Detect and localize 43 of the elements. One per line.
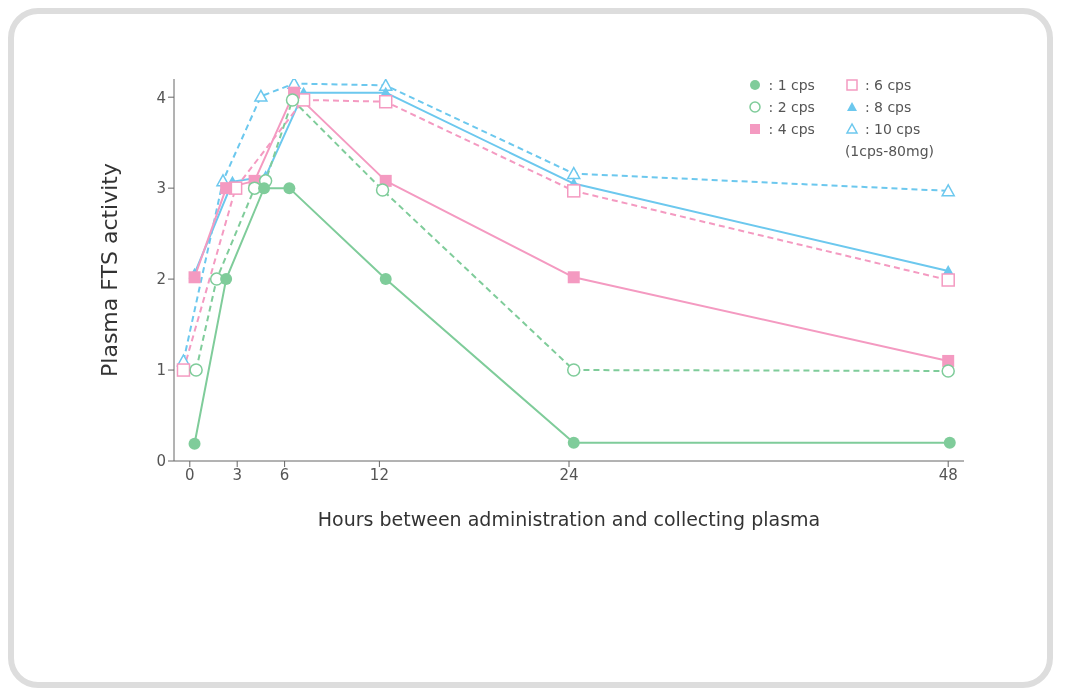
x-tick-label: 48 — [938, 465, 958, 484]
point — [566, 166, 581, 180]
legend-label: : 4 cps — [768, 121, 815, 137]
y-axis-title: Plasma FTS activity — [96, 163, 122, 377]
point — [258, 182, 271, 195]
point — [220, 182, 233, 195]
point — [375, 183, 390, 197]
x-tick-label: 12 — [369, 465, 389, 484]
point — [941, 364, 955, 378]
point — [379, 273, 392, 286]
point — [254, 89, 268, 102]
point — [941, 273, 955, 287]
x-tick-label: 24 — [559, 465, 579, 484]
point — [566, 184, 581, 198]
legend-label: : 1 cps — [768, 77, 815, 93]
y-tick-label: 1 — [156, 361, 166, 380]
y-tick-label: 0 — [156, 452, 166, 471]
y-tick-label: 2 — [156, 270, 166, 289]
annotation: (1cps-80mg) — [844, 142, 934, 161]
point — [176, 363, 191, 377]
point — [378, 94, 393, 109]
point — [220, 273, 233, 286]
point — [188, 437, 201, 450]
x-tick-label: 3 — [232, 465, 242, 484]
point — [566, 363, 581, 377]
point — [941, 184, 955, 197]
point — [378, 79, 393, 91]
point — [567, 436, 580, 449]
point — [567, 271, 580, 284]
legend-label: : 2 cps — [768, 99, 815, 115]
point — [189, 363, 203, 377]
legend-label: : 8 cps — [864, 99, 912, 115]
legend-label: : 10 cps — [864, 121, 921, 137]
y-tick-label: 3 — [156, 179, 166, 198]
y-tick-label: 4 — [156, 88, 166, 107]
point — [285, 93, 300, 107]
point — [188, 271, 201, 284]
legend-label: : 6 cps — [864, 77, 912, 93]
x-tick-label: 6 — [279, 465, 290, 484]
x-tick-label: 0 — [185, 465, 195, 484]
x-axis-title: Hours between administration and collecting plasma — [317, 508, 821, 530]
point — [943, 436, 956, 449]
point — [283, 182, 296, 195]
